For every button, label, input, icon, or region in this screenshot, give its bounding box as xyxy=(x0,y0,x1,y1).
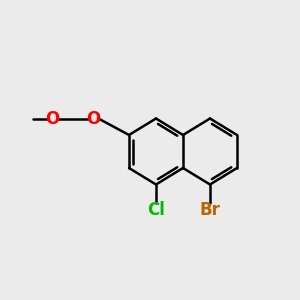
Text: O: O xyxy=(86,110,100,128)
Text: Cl: Cl xyxy=(147,201,165,219)
Text: O: O xyxy=(45,110,60,128)
Text: Br: Br xyxy=(200,201,220,219)
